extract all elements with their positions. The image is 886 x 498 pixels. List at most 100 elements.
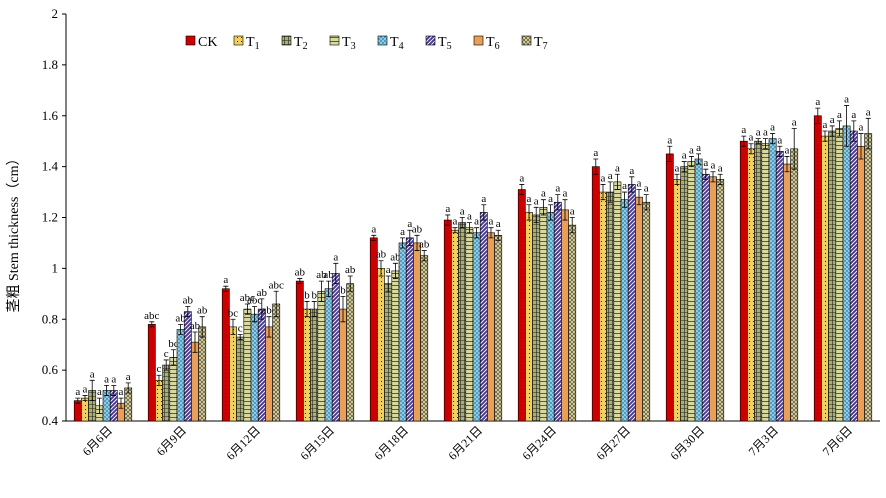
- error-bar: [333, 262, 339, 285]
- significance-label: a: [844, 94, 849, 106]
- bar: [642, 201, 651, 422]
- significance-label: bc: [168, 338, 179, 350]
- significance-label: ab: [376, 249, 387, 261]
- significance-label: a: [460, 206, 465, 218]
- significance-label: a: [481, 193, 486, 205]
- legend-item: T6: [473, 35, 500, 52]
- bar: [673, 179, 681, 422]
- significance-label: a: [859, 122, 864, 134]
- bar: [162, 364, 171, 422]
- y-tick-label: 1.2: [42, 210, 58, 225]
- error-bar: [170, 349, 176, 366]
- significance-label: ab: [257, 287, 268, 299]
- significance-label: abc: [240, 292, 255, 304]
- significance-label: a: [104, 373, 109, 385]
- legend-label: T4: [390, 35, 404, 52]
- error-bar: [192, 331, 198, 353]
- bar: [303, 308, 311, 422]
- bar: [613, 181, 622, 422]
- significance-label: a: [615, 162, 620, 174]
- error-bar: [104, 384, 110, 396]
- bar: [420, 255, 429, 422]
- bar: [517, 189, 526, 422]
- significance-label: a: [689, 144, 694, 156]
- legend-swatch: [185, 35, 196, 46]
- bar: [783, 163, 791, 422]
- significance-label: a: [407, 218, 412, 230]
- x-category-label: 6月12日: [224, 423, 264, 463]
- bar: [472, 232, 481, 422]
- bar: [346, 283, 355, 422]
- significance-label: a: [333, 251, 338, 263]
- error-bar: [784, 156, 790, 173]
- error-bar: [474, 227, 480, 239]
- error-bar: [540, 199, 546, 216]
- error-bar: [710, 171, 716, 183]
- legend-label: T2: [294, 35, 308, 52]
- bar: [620, 199, 629, 422]
- bar: [694, 158, 703, 422]
- x-category-label: 7月6日: [820, 423, 855, 458]
- error-bar: [569, 217, 575, 234]
- significance-label: a: [400, 226, 405, 238]
- error-bar: [466, 222, 472, 234]
- bar: [487, 232, 495, 422]
- error-bar: [111, 384, 117, 396]
- significance-label: a: [866, 106, 871, 118]
- bar: [635, 196, 643, 422]
- error-bar: [555, 194, 561, 211]
- bar: [680, 166, 689, 422]
- legend-item: T1: [233, 35, 260, 52]
- bar: [451, 229, 459, 422]
- error-bar: [347, 275, 353, 292]
- bar: [369, 237, 378, 422]
- error-bar: [237, 334, 243, 340]
- error-bar: [400, 237, 406, 249]
- y-tick-label: 1.6: [42, 108, 59, 123]
- error-bar: [791, 128, 797, 170]
- error-bar: [755, 138, 761, 145]
- error-bar: [89, 379, 95, 402]
- error-bar: [481, 204, 487, 221]
- y-tick-label: 1.8: [42, 57, 58, 72]
- error-bar: [495, 229, 501, 241]
- error-bar: [75, 397, 81, 404]
- error-bar: [681, 161, 687, 173]
- bar: [864, 133, 873, 422]
- error-bar: [185, 306, 191, 318]
- legend-swatch: [521, 35, 532, 46]
- significance-label: a: [667, 134, 672, 146]
- bar: [561, 209, 569, 422]
- significance-label: ab: [419, 239, 430, 251]
- error-bar: [548, 204, 554, 221]
- error-bar: [593, 158, 599, 175]
- error-bar: [82, 395, 88, 402]
- bar: [606, 191, 615, 422]
- significance-label: a: [119, 386, 124, 398]
- significance-label: a: [763, 127, 768, 139]
- significance-label: a: [777, 134, 782, 146]
- significance-label: a: [644, 183, 649, 195]
- bar: [775, 151, 784, 422]
- bar: [532, 214, 541, 422]
- significance-label: a: [741, 124, 746, 136]
- x-category-label: 6月9日: [154, 423, 189, 458]
- significance-label: a: [541, 188, 546, 200]
- legend-item: T3: [329, 35, 356, 52]
- error-bar: [851, 120, 857, 142]
- significance-label: b: [340, 284, 346, 296]
- x-category-label: 6月21日: [446, 423, 486, 463]
- error-bar: [836, 120, 842, 137]
- bar: [761, 143, 770, 422]
- bar: [73, 400, 82, 422]
- bar: [398, 242, 407, 422]
- bar: [747, 148, 755, 422]
- error-bar: [636, 189, 642, 206]
- significance-label: a: [75, 386, 80, 398]
- significance-label: a: [622, 180, 627, 192]
- significance-label: abc: [247, 295, 262, 307]
- x-category-label: 6月27日: [594, 423, 634, 463]
- error-bar: [643, 194, 649, 211]
- error-bar: [340, 295, 346, 323]
- significance-label: a: [756, 127, 761, 139]
